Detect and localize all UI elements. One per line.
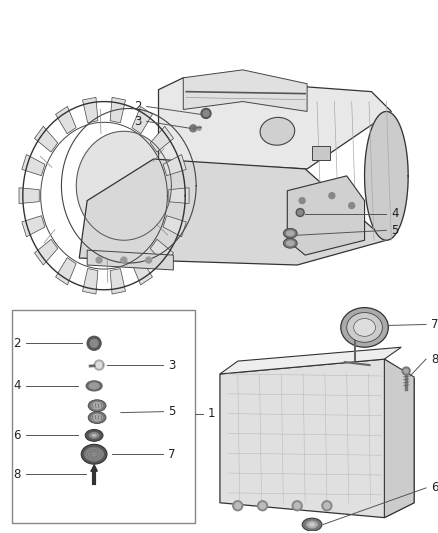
Polygon shape	[79, 159, 386, 265]
Ellipse shape	[88, 432, 99, 439]
Polygon shape	[364, 111, 408, 240]
Circle shape	[96, 257, 102, 263]
Circle shape	[260, 503, 265, 508]
Circle shape	[258, 501, 268, 511]
Ellipse shape	[283, 238, 297, 248]
Circle shape	[294, 503, 300, 508]
Polygon shape	[22, 216, 45, 237]
Polygon shape	[220, 347, 401, 374]
Text: 3: 3	[134, 115, 141, 128]
Ellipse shape	[341, 308, 389, 347]
Bar	[312, 146, 330, 160]
Ellipse shape	[347, 312, 382, 342]
Circle shape	[121, 257, 127, 263]
Ellipse shape	[309, 522, 315, 527]
Polygon shape	[385, 359, 414, 518]
Text: 6: 6	[431, 481, 438, 495]
Ellipse shape	[283, 228, 297, 238]
Polygon shape	[35, 239, 58, 265]
Ellipse shape	[353, 319, 375, 336]
Circle shape	[145, 257, 152, 263]
Circle shape	[203, 110, 209, 116]
Ellipse shape	[91, 414, 103, 422]
Polygon shape	[169, 188, 189, 204]
Polygon shape	[82, 98, 98, 123]
Circle shape	[197, 126, 201, 130]
Ellipse shape	[88, 400, 106, 411]
Text: 2: 2	[134, 100, 141, 113]
Polygon shape	[132, 107, 152, 134]
Ellipse shape	[89, 383, 99, 389]
Polygon shape	[22, 155, 45, 176]
Polygon shape	[220, 359, 414, 518]
Text: 3: 3	[168, 359, 176, 372]
Polygon shape	[132, 257, 152, 285]
Polygon shape	[287, 176, 364, 255]
Circle shape	[322, 501, 332, 511]
Text: 5: 5	[391, 224, 399, 237]
Circle shape	[87, 336, 101, 350]
Polygon shape	[82, 269, 98, 294]
Polygon shape	[150, 239, 173, 265]
Circle shape	[298, 210, 303, 215]
Polygon shape	[76, 131, 171, 240]
Polygon shape	[56, 257, 76, 285]
Circle shape	[299, 198, 305, 204]
Text: 7: 7	[431, 318, 438, 331]
Ellipse shape	[84, 447, 104, 462]
Circle shape	[90, 340, 98, 347]
Circle shape	[292, 501, 302, 511]
Circle shape	[349, 203, 355, 208]
Text: 4: 4	[391, 207, 399, 220]
Circle shape	[404, 369, 408, 373]
Circle shape	[201, 109, 211, 118]
Ellipse shape	[286, 240, 295, 246]
Circle shape	[96, 362, 102, 368]
Text: 5: 5	[168, 405, 176, 418]
Text: 2: 2	[13, 337, 21, 350]
Ellipse shape	[88, 411, 106, 424]
Circle shape	[402, 367, 410, 375]
Polygon shape	[163, 155, 186, 176]
Circle shape	[233, 501, 243, 511]
Ellipse shape	[306, 521, 318, 529]
Polygon shape	[110, 269, 126, 294]
Ellipse shape	[260, 117, 295, 145]
Ellipse shape	[286, 230, 295, 236]
Polygon shape	[87, 250, 173, 270]
Ellipse shape	[91, 402, 103, 410]
Text: 6: 6	[13, 429, 21, 442]
Polygon shape	[35, 126, 58, 152]
Polygon shape	[56, 107, 76, 134]
Text: 8: 8	[431, 353, 438, 366]
Polygon shape	[19, 188, 39, 204]
Ellipse shape	[92, 434, 97, 437]
Ellipse shape	[86, 381, 102, 391]
Polygon shape	[91, 465, 97, 471]
Polygon shape	[110, 98, 126, 123]
Circle shape	[329, 193, 335, 199]
Text: 7: 7	[168, 448, 176, 461]
Text: 4: 4	[13, 379, 21, 392]
Text: 8: 8	[14, 467, 21, 481]
Polygon shape	[150, 126, 173, 152]
Ellipse shape	[85, 430, 103, 441]
Circle shape	[94, 360, 104, 370]
Text: 1: 1	[208, 407, 215, 420]
Ellipse shape	[302, 518, 322, 531]
Polygon shape	[159, 78, 391, 169]
Ellipse shape	[81, 445, 107, 464]
Circle shape	[324, 503, 330, 508]
Circle shape	[190, 125, 197, 132]
Polygon shape	[183, 70, 307, 111]
Circle shape	[296, 208, 304, 216]
Polygon shape	[163, 216, 186, 237]
Circle shape	[235, 503, 241, 508]
Bar	[12, 310, 195, 522]
